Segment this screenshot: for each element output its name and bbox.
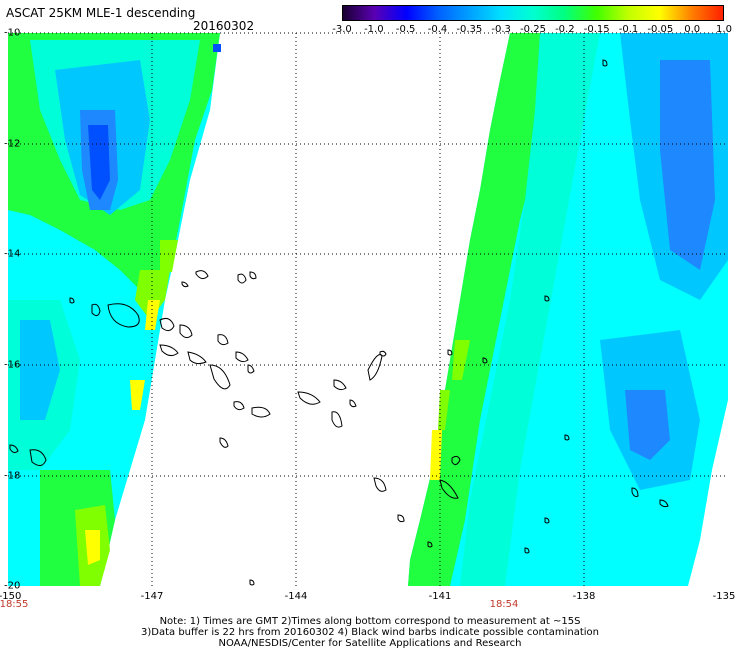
- color-scale-label: -0.2: [555, 24, 575, 35]
- lat-label: -10: [4, 27, 21, 39]
- color-scale-label: 0.0: [684, 24, 701, 35]
- lat-label: -16: [4, 359, 21, 371]
- color-scale-label: -0.5: [395, 24, 416, 35]
- lat-label: -12: [4, 138, 21, 150]
- note-line-3: NOAA/NESDIS/Center for Satellite Applica…: [218, 638, 522, 649]
- lon-label: -147: [140, 591, 164, 602]
- lon-label: -135: [712, 591, 736, 602]
- right-swath: [408, 33, 728, 586]
- color-scale-bar: [342, 5, 724, 21]
- lon-label: -150: [0, 591, 22, 602]
- swath-time-left: 18:55: [0, 599, 29, 610]
- note-line-2: 3)Data buffer is 22 hrs from 20160302 4)…: [141, 627, 599, 638]
- color-scale-label: -0.15: [583, 24, 610, 35]
- note-line-1: Note: 1) Times are GMT 2)Times along bot…: [159, 616, 581, 627]
- color-scale-label: -0.4: [427, 24, 448, 35]
- map-title: ASCAT 25KM MLE-1 descending: [6, 6, 196, 20]
- island-outlines: [9, 59, 669, 586]
- color-scale-label: 1.0: [716, 24, 732, 35]
- color-scale-label: -3.0: [332, 24, 352, 35]
- lon-label: -144: [284, 591, 308, 602]
- left-swath: [8, 33, 221, 586]
- lat-label: -20: [4, 580, 21, 592]
- swath-time-right: 18:54: [489, 599, 519, 610]
- footnotes: Note: 1) Times are GMT 2)Times along bot…: [0, 616, 740, 649]
- color-scale-label: -0.05: [647, 24, 674, 35]
- lat-label: -18: [4, 470, 21, 482]
- lat-label: -14: [4, 248, 21, 260]
- color-scale-label: -0.35: [456, 24, 483, 35]
- lon-label: -141: [428, 591, 452, 602]
- color-scale-label: -0.3: [491, 24, 511, 35]
- color-scale-label: -1.0: [364, 24, 384, 35]
- lat-lon-grid: [8, 32, 728, 586]
- color-scale-label: -0.1: [618, 24, 639, 35]
- color-scale-label: -0.25: [520, 24, 546, 35]
- lon-label: -138: [572, 591, 596, 602]
- map-date: 20160302: [193, 19, 255, 33]
